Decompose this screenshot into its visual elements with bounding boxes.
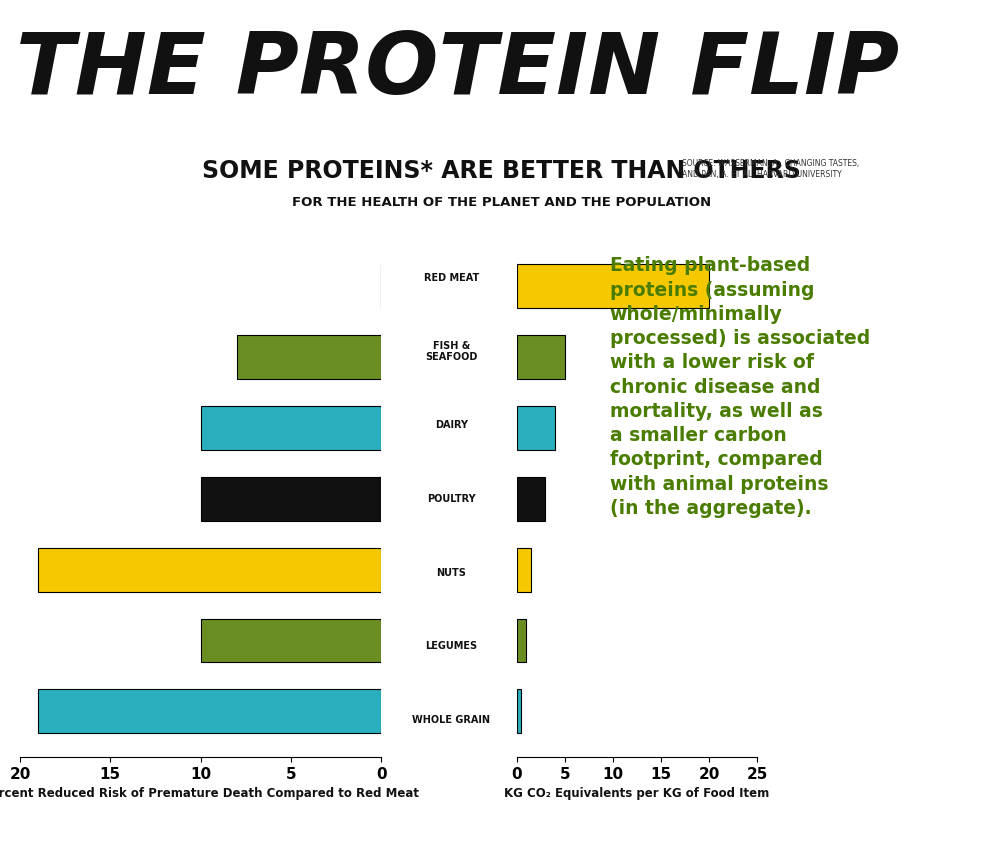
Text: NUTS: NUTS (436, 568, 466, 578)
Bar (200, 476, 381, 521)
Text: Eating plant-based
proteins (assuming
whole/minimally
processed) is associated
w: Eating plant-based proteins (assuming wh… (609, 256, 869, 518)
Text: SOURCE: WASSERMAN, A., CHANGING TASTES,
AND PAN, A. ET AL, HARVARD UNIVERSITY: SOURCE: WASSERMAN, A., CHANGING TASTES, … (681, 159, 859, 179)
Bar (38, 690, 381, 734)
Text: LEGUMES: LEGUMES (425, 642, 477, 651)
Bar (516, 690, 521, 734)
X-axis label: Percent Reduced Risk of Premature Death Compared to Red Meat: Percent Reduced Risk of Premature Death … (0, 787, 419, 800)
Bar (200, 618, 381, 662)
Bar (516, 476, 545, 521)
Text: RED MEAT: RED MEAT (423, 273, 479, 283)
Text: FOR THE HEALTH OF THE PLANET AND THE POPULATION: FOR THE HEALTH OF THE PLANET AND THE POP… (292, 196, 710, 209)
Text: POULTRY: POULTRY (427, 494, 475, 504)
Text: SOME PROTEINS* ARE BETTER THAN OTHERS: SOME PROTEINS* ARE BETTER THAN OTHERS (201, 159, 801, 183)
Bar (516, 406, 554, 450)
Text: DAIRY: DAIRY (435, 420, 467, 430)
Bar (516, 618, 526, 662)
Text: FISH &
SEAFOOD: FISH & SEAFOOD (425, 341, 477, 362)
Bar (200, 406, 381, 450)
Text: THE PROTEIN FLIP: THE PROTEIN FLIP (16, 29, 899, 113)
X-axis label: KG CO₂ Equivalents per KG of Food Item: KG CO₂ Equivalents per KG of Food Item (504, 787, 769, 800)
Bar (516, 264, 708, 308)
Bar (38, 548, 381, 592)
Text: WHOLE GRAIN: WHOLE GRAIN (412, 715, 490, 725)
Bar (236, 335, 381, 379)
Bar (516, 335, 564, 379)
Bar (516, 548, 530, 592)
